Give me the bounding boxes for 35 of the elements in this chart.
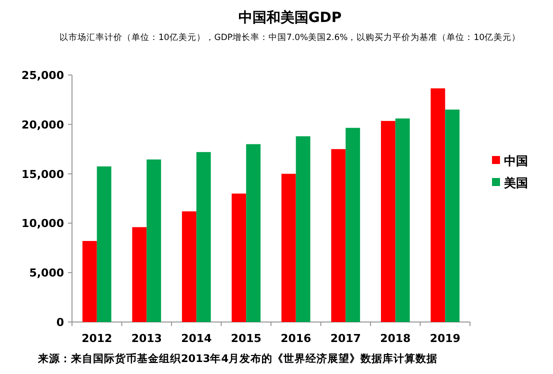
bar xyxy=(96,166,112,322)
bar xyxy=(445,110,460,322)
x-tick-label: 2012 xyxy=(82,332,112,345)
legend-label: 美国 xyxy=(503,176,528,190)
x-tick-label: 2014 xyxy=(181,332,212,345)
bar xyxy=(430,88,446,322)
chart-subtitle: 以市场汇率计价（单位：10亿美元），GDP增长率：中国7.0%美国2.6%，以购买力平价为基准（单位：10亿美元） xyxy=(59,32,521,43)
y-tick-label: 0 xyxy=(56,316,64,329)
source-note: 来源：来自国际货币基金组织2013年4月发布的《世界经济展望》数据库计算数据 xyxy=(37,352,438,365)
x-tick-label: 2016 xyxy=(280,332,312,345)
x-tick-label: 2015 xyxy=(230,332,262,345)
x-tick-label: 2017 xyxy=(330,332,361,345)
bar xyxy=(196,152,211,322)
bar xyxy=(246,144,261,322)
bar xyxy=(146,159,162,322)
bar xyxy=(82,240,97,322)
x-tick-label: 2018 xyxy=(380,332,411,345)
bar xyxy=(281,174,296,322)
x-tick-label: 2013 xyxy=(131,332,162,345)
bar xyxy=(346,128,360,322)
bar xyxy=(296,136,310,322)
bar xyxy=(395,118,410,322)
chart-title: 中国和美国GDP xyxy=(238,9,342,26)
legend-label: 中国 xyxy=(504,154,528,168)
bar xyxy=(331,149,346,322)
bar xyxy=(182,211,196,322)
bar xyxy=(132,227,147,322)
bar xyxy=(232,194,246,322)
y-tick-label: 20,000 xyxy=(22,118,64,132)
y-tick-label: 10,000 xyxy=(22,217,64,230)
y-tick-label: 15,000 xyxy=(22,168,64,181)
y-tick-label: 25,000 xyxy=(22,69,64,82)
bar xyxy=(380,120,396,322)
y-tick-label: 5,000 xyxy=(29,266,64,280)
x-tick-label: 2019 xyxy=(430,332,460,345)
